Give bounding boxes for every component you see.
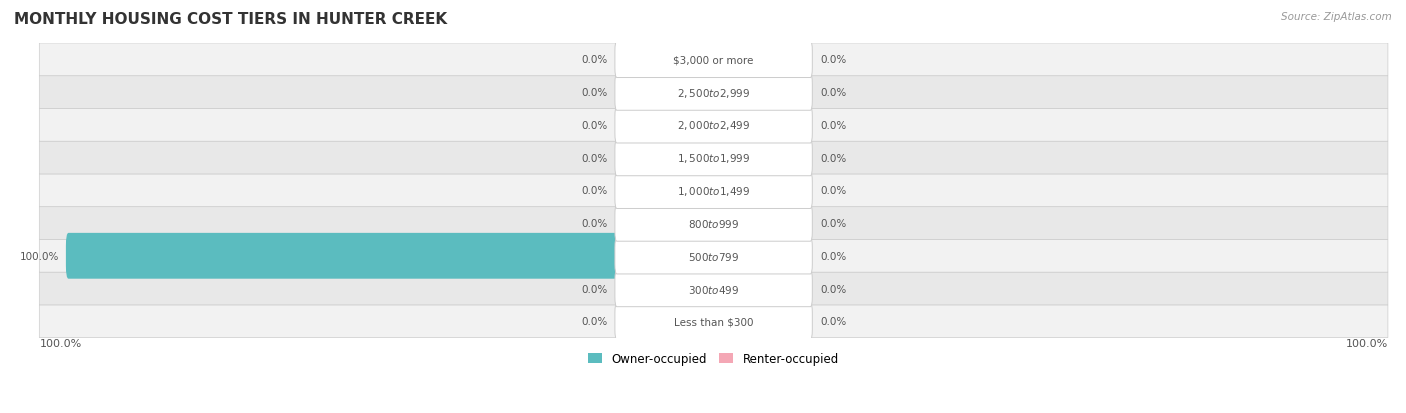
FancyBboxPatch shape [614,75,813,111]
Text: 0.0%: 0.0% [820,88,846,98]
Text: $800 to $999: $800 to $999 [688,218,740,230]
FancyBboxPatch shape [39,240,1388,273]
FancyBboxPatch shape [614,205,813,242]
Text: $300 to $499: $300 to $499 [688,283,740,295]
Text: 0.0%: 0.0% [581,316,607,326]
Text: $2,500 to $2,999: $2,500 to $2,999 [678,86,751,100]
Text: 0.0%: 0.0% [581,55,607,65]
Text: $3,000 or more: $3,000 or more [673,55,754,65]
Text: 0.0%: 0.0% [820,186,846,196]
Text: 0.0%: 0.0% [581,284,607,294]
FancyBboxPatch shape [39,273,1388,305]
Text: 0.0%: 0.0% [581,218,607,228]
Text: Source: ZipAtlas.com: Source: ZipAtlas.com [1281,12,1392,22]
Legend: Owner-occupied, Renter-occupied: Owner-occupied, Renter-occupied [583,348,844,370]
Text: 100.0%: 100.0% [1346,339,1388,349]
Text: 0.0%: 0.0% [820,121,846,131]
Text: 0.0%: 0.0% [820,218,846,228]
FancyBboxPatch shape [39,142,1388,175]
FancyBboxPatch shape [614,271,813,307]
Text: 0.0%: 0.0% [581,186,607,196]
FancyBboxPatch shape [39,175,1388,207]
FancyBboxPatch shape [614,238,813,274]
Text: 0.0%: 0.0% [820,284,846,294]
FancyBboxPatch shape [614,140,813,176]
Text: 100.0%: 100.0% [20,251,59,261]
Text: 0.0%: 0.0% [581,121,607,131]
Text: Less than $300: Less than $300 [673,316,754,326]
Text: 100.0%: 100.0% [39,339,82,349]
Text: 0.0%: 0.0% [820,316,846,326]
Text: 0.0%: 0.0% [581,88,607,98]
FancyBboxPatch shape [39,109,1388,142]
Text: $500 to $799: $500 to $799 [688,250,740,262]
Text: MONTHLY HOUSING COST TIERS IN HUNTER CREEK: MONTHLY HOUSING COST TIERS IN HUNTER CRE… [14,12,447,27]
Text: 0.0%: 0.0% [820,55,846,65]
Text: 0.0%: 0.0% [820,153,846,163]
Text: 0.0%: 0.0% [581,153,607,163]
Text: 0.0%: 0.0% [820,251,846,261]
FancyBboxPatch shape [614,107,813,144]
FancyBboxPatch shape [39,76,1388,109]
FancyBboxPatch shape [614,303,813,339]
Text: $1,500 to $1,999: $1,500 to $1,999 [678,152,751,165]
FancyBboxPatch shape [39,305,1388,338]
FancyBboxPatch shape [39,207,1388,240]
FancyBboxPatch shape [39,44,1388,76]
Text: $2,000 to $2,499: $2,000 to $2,499 [678,119,751,132]
FancyBboxPatch shape [614,173,813,209]
Text: $1,000 to $1,499: $1,000 to $1,499 [678,184,751,197]
FancyBboxPatch shape [614,42,813,78]
FancyBboxPatch shape [66,233,716,279]
